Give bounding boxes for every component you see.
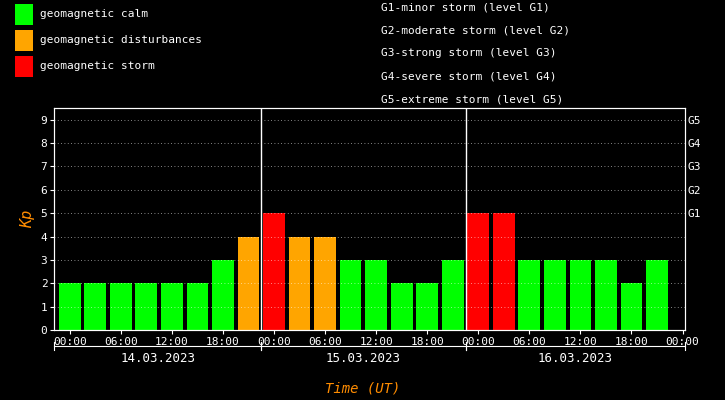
Text: geomagnetic calm: geomagnetic calm [40,10,148,20]
Text: Time (UT): Time (UT) [325,382,400,396]
Text: G5-extreme storm (level G5): G5-extreme storm (level G5) [381,95,563,105]
Bar [646,260,668,330]
Bar [518,260,540,330]
Bar [493,213,515,330]
Text: G1-minor storm (level G1): G1-minor storm (level G1) [381,2,550,12]
Text: geomagnetic storm: geomagnetic storm [40,62,154,72]
Text: 15.03.2023: 15.03.2023 [326,352,401,365]
Bar [621,283,642,330]
Bar [391,283,413,330]
Bar [365,260,387,330]
Text: 16.03.2023: 16.03.2023 [538,352,613,365]
Bar [442,260,463,330]
Bar [59,283,80,330]
Bar [595,260,617,330]
Bar [314,236,336,330]
Bar [289,236,310,330]
Text: G3-strong storm (level G3): G3-strong storm (level G3) [381,48,556,58]
Bar [110,283,132,330]
Bar [238,236,260,330]
Bar [161,283,183,330]
Bar [468,213,489,330]
Text: 14.03.2023: 14.03.2023 [120,352,195,365]
Text: G2-moderate storm (level G2): G2-moderate storm (level G2) [381,25,570,35]
Bar [263,213,285,330]
Bar [340,260,362,330]
Bar [416,283,438,330]
Bar [84,283,106,330]
Text: G4-severe storm (level G4): G4-severe storm (level G4) [381,72,556,82]
Text: geomagnetic disturbances: geomagnetic disturbances [40,35,202,45]
Y-axis label: Kp: Kp [20,210,35,228]
Bar [544,260,566,330]
Bar [212,260,233,330]
Bar [570,260,592,330]
Bar [136,283,157,330]
Bar [186,283,208,330]
